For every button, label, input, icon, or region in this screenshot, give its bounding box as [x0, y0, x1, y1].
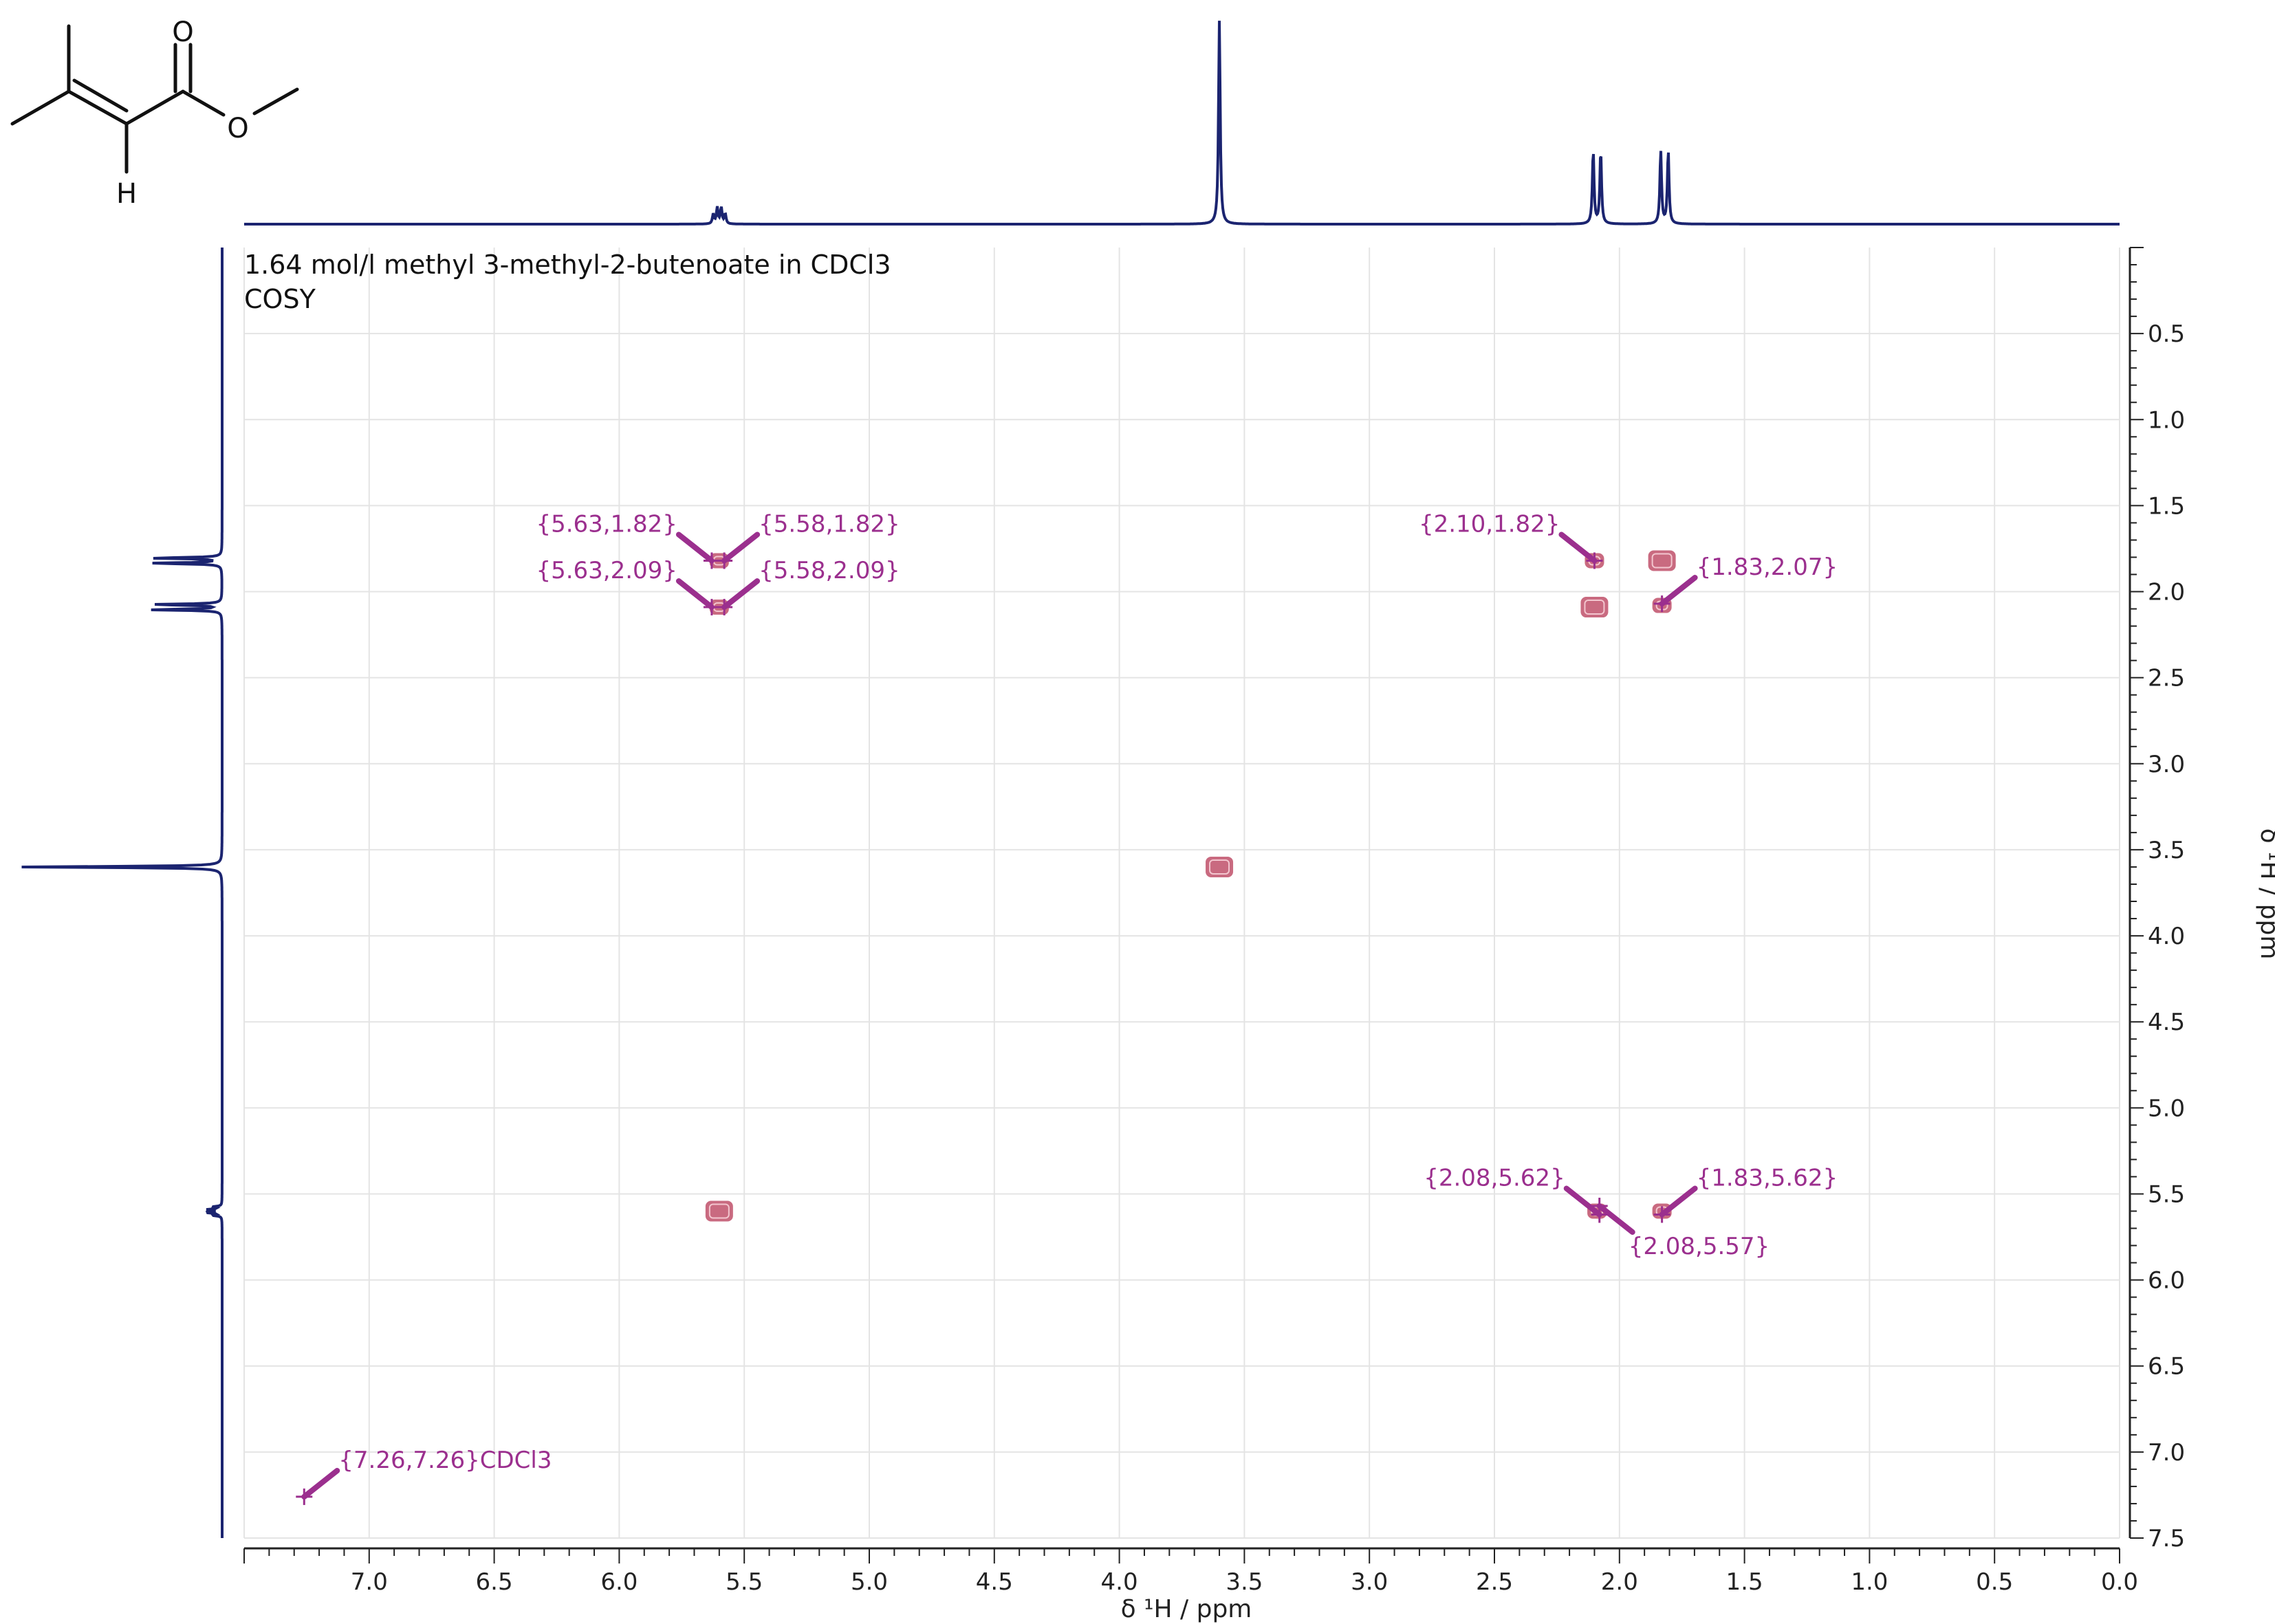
vinyl-hydrogen-label: H	[116, 178, 137, 210]
y-tick-label: 3.5	[2148, 837, 2185, 864]
left-projection-spectrum	[21, 248, 224, 1538]
top-projection-spectrum	[244, 21, 2120, 226]
cross-peak-contour	[1651, 553, 1673, 569]
x-tick-label: 6.0	[600, 1568, 638, 1596]
annotation-arrow	[1659, 575, 1698, 607]
structure-atom-labels: O O H	[116, 17, 249, 210]
x-tick-label: 0.0	[2101, 1568, 2138, 1596]
cross-peak	[705, 1200, 733, 1222]
y-tick-label: 7.0	[2148, 1439, 2185, 1467]
x-tick-label: 2.5	[1476, 1568, 1513, 1596]
x-tick-label: 6.5	[476, 1568, 513, 1596]
peak-annotations: {5.63,1.82} {5.58,1.82} {5.63,2.09} {5.58,2…	[296, 510, 1838, 1505]
cross-peak	[1206, 856, 1234, 877]
carbonyl-oxygen-label: O	[172, 17, 193, 48]
y-tick-label: 1.0	[2148, 406, 2185, 434]
annotation-label: {2.08,5.62}	[1424, 1164, 1565, 1192]
x-tick-label: 5.5	[726, 1568, 763, 1596]
x-tick-label: 0.5	[1976, 1568, 2013, 1596]
x-tick-label: 1.5	[1726, 1568, 1763, 1596]
annotation-label: {2.10,1.82}	[1419, 510, 1560, 538]
annotation-arrow	[721, 531, 761, 564]
annotation-label: {5.58,1.82}	[759, 510, 900, 538]
y-tick-label: 7.5	[2148, 1525, 2185, 1552]
cross-peak-contour	[1209, 859, 1230, 875]
y-tick-label: 1.5	[2148, 492, 2185, 520]
y-tick-label: 5.5	[2148, 1181, 2185, 1208]
chemical-structure	[10, 24, 299, 174]
x-axis: 7.0 6.5 6.0 5.5 5.0 4.5 4.0 3.5 3.0 2.5 2.0 1.5 1.0 0…	[243, 1547, 2138, 1596]
annotation-label: {2.08,5.57}	[1629, 1233, 1770, 1260]
annotation-label: {5.63,2.09}	[536, 557, 677, 584]
cross-peak-contour	[1584, 600, 1605, 615]
y-tick-label: 5.0	[2148, 1095, 2185, 1122]
annotation-arrow	[1659, 1185, 1698, 1218]
ester-oxygen-label: O	[227, 113, 248, 144]
annotation-arrow	[675, 531, 715, 564]
cross-peak	[1648, 550, 1676, 571]
annotation-label: {1.83,5.62}	[1697, 1164, 1838, 1192]
y-tick-label: 6.5	[2148, 1353, 2185, 1381]
y-tick-label: 6.0	[2148, 1267, 2185, 1295]
annotation-label: {1.83,2.07}	[1697, 553, 1838, 581]
x-tick-label: 2.0	[1601, 1568, 1638, 1596]
y-tick-label: 2.5	[2148, 665, 2185, 692]
annotation-label: {5.58,2.09}	[759, 557, 900, 584]
x-tick-label: 3.0	[1351, 1568, 1388, 1596]
y-tick-label: 2.0	[2148, 579, 2185, 606]
annotation-arrow	[1558, 531, 1598, 564]
x-tick-label: 4.0	[1101, 1568, 1138, 1596]
y-axis-label: δ ¹H / ppm	[2255, 829, 2275, 960]
annotation-label: {7.26,7.26}CDCl3	[338, 1447, 552, 1474]
annotation-arrow	[1563, 1185, 1602, 1218]
x-tick-label: 7.0	[351, 1568, 388, 1596]
x-tick-label: 5.0	[851, 1568, 888, 1596]
grid	[244, 248, 2120, 1539]
y-tick-label: 4.5	[2148, 1009, 2185, 1036]
x-tick-label: 3.5	[1226, 1568, 1263, 1596]
cross-peak	[1580, 597, 1609, 618]
annotation-arrow	[675, 578, 715, 611]
annotation-label: {5.63,1.82}	[536, 510, 677, 538]
x-tick-label: 1.0	[1851, 1568, 1888, 1596]
x-tick-label: 4.5	[976, 1568, 1013, 1596]
chart-title: 1.64 mol/l methyl 3-methyl-2-butenoate i…	[244, 250, 891, 280]
cross-peaks	[705, 550, 1676, 1222]
chart-subtitle: COSY	[244, 284, 316, 314]
y-tick-label: 3.0	[2148, 751, 2185, 778]
y-tick-label: 0.5	[2148, 320, 2185, 348]
annotation-arrow	[301, 1467, 340, 1500]
cross-peak-contour	[708, 1203, 730, 1219]
y-tick-label: 4.0	[2148, 923, 2185, 950]
y-axis: 0.5 1.0 1.5 2.0 2.5 3.0 3.5 4.0 4.5 5.0 5.5 6.0 6.5 7…	[2129, 247, 2185, 1552]
annotation-arrow	[721, 578, 761, 611]
x-axis-label: δ ¹H / ppm	[1121, 1595, 1252, 1623]
annotation-arrow	[1596, 1203, 1635, 1235]
